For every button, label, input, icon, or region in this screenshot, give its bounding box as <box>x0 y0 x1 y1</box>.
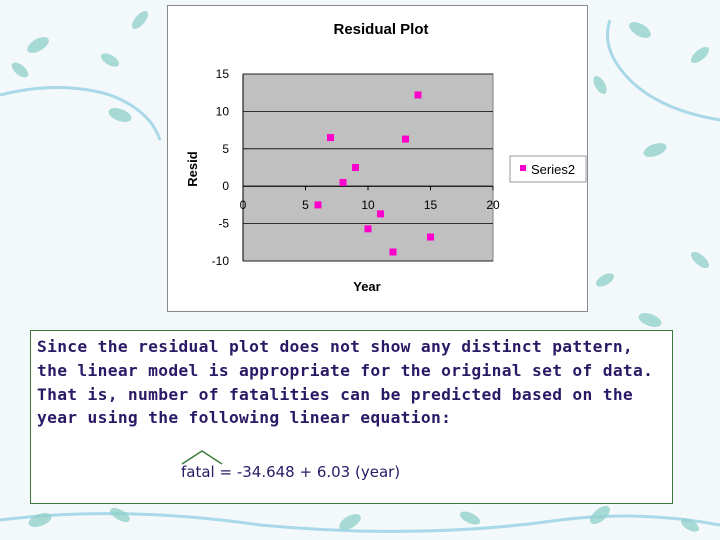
chart-canvas: Residual Plot -10 -5 0 5 10 15 0 5 10 15 20 Year R… <box>185 21 587 294</box>
data-point <box>389 248 397 256</box>
legend: Series2 <box>509 155 587 183</box>
vine-left-icon <box>0 86 162 141</box>
data-point <box>327 134 334 142</box>
x-tick-label: 20 <box>486 198 500 212</box>
data-point <box>339 178 347 186</box>
x-tick-label: 15 <box>424 198 438 212</box>
chart-title: Residual Plot <box>333 21 428 38</box>
x-axis-label: Year <box>353 279 380 294</box>
y-tick-label: 5 <box>222 142 229 156</box>
x-tick-label: 5 <box>302 198 309 212</box>
x-tick-label: 0 <box>240 198 247 212</box>
data-point <box>414 91 422 99</box>
data-point <box>402 135 409 143</box>
legend-marker <box>520 165 526 171</box>
y-tick-label: 0 <box>222 179 229 193</box>
x-tick-label: 10 <box>361 198 375 212</box>
y-axis-label: Resid <box>185 151 200 186</box>
plot-area <box>242 73 494 262</box>
data-point <box>352 164 359 171</box>
data-point <box>427 233 434 241</box>
caption-text: Since the residual plot does not show an… <box>37 337 654 428</box>
caption-box: Since the residual plot does not show an… <box>30 330 673 504</box>
data-point <box>364 225 372 233</box>
y-tick-label: 15 <box>216 67 230 81</box>
y-tick-label: 10 <box>216 104 230 118</box>
data-points <box>314 91 434 256</box>
y-tick-label: -5 <box>218 217 229 231</box>
regression-equation: fatal = -34.648 + 6.03 (year) <box>181 463 401 481</box>
data-point <box>377 210 384 218</box>
hat-accent-icon <box>181 450 223 465</box>
vine-right-icon <box>606 19 720 122</box>
residual-chart: Residual Plot -10 -5 0 5 10 15 0 5 10 15 20 Year R… <box>167 5 588 312</box>
leaf-cluster-icon <box>11 10 710 532</box>
data-point <box>314 201 322 209</box>
legend-label: Series2 <box>531 162 575 177</box>
y-tick-label: -10 <box>212 254 230 268</box>
tick-labels: -10 -5 0 5 10 15 0 5 10 15 20 <box>212 67 500 268</box>
